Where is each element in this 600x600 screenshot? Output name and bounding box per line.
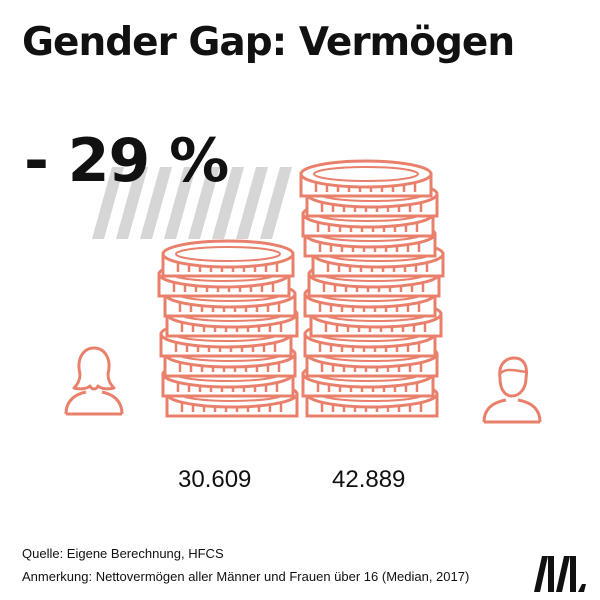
man-icon (482, 356, 542, 424)
men-value: 42.889 (332, 466, 406, 493)
coin-stack-men (299, 159, 445, 418)
coin-stack-women (157, 239, 299, 418)
source-note: Quelle: Eigene Berechnung, HFCS (22, 546, 224, 561)
women-value: 30.609 (178, 466, 252, 493)
momentum-logo-icon (534, 556, 586, 592)
stripe-band (92, 167, 292, 239)
gap-percentage: - 29 % (24, 126, 229, 196)
page-title: Gender Gap: Vermögen (22, 20, 515, 65)
footnote: Anmerkung: Nettovermögen aller Männer un… (22, 569, 470, 584)
woman-icon (64, 346, 124, 416)
